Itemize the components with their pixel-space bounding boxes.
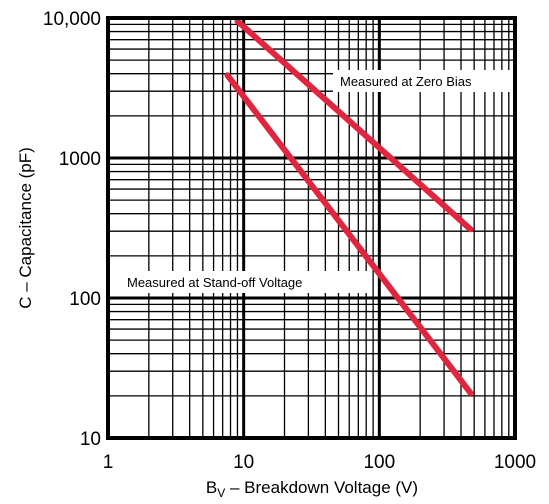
series-lines: [224, 18, 474, 396]
y-tick-label: 1000: [59, 149, 101, 170]
x-tick-label: 1: [103, 452, 114, 473]
annotation-zero-bias: Measured at Zero Bias: [340, 74, 472, 89]
y-axis-title: C – Capacitance (pF): [16, 147, 35, 309]
annotation-box-standoff: [122, 271, 368, 293]
series-line-standoff: [224, 72, 474, 396]
x-tick-label: 100: [363, 452, 395, 473]
series-annotations: Measured at Zero Bias Measured at Stand-…: [122, 70, 515, 293]
x-axis-title: BV – Breakdown Voltage (V): [206, 478, 418, 500]
x-tick-label: 1000: [494, 452, 536, 473]
x-tick-label: 10: [233, 452, 254, 473]
annotation-box-zero-bias: [333, 70, 515, 92]
y-tick-label: 10: [80, 429, 101, 450]
series-line-zero-bias: [234, 18, 474, 233]
y-tick-label: 100: [69, 289, 101, 310]
annotation-standoff: Measured at Stand-off Voltage: [127, 275, 302, 290]
plot-frame: [106, 16, 517, 440]
y-tick-label: 10,000: [43, 9, 101, 30]
